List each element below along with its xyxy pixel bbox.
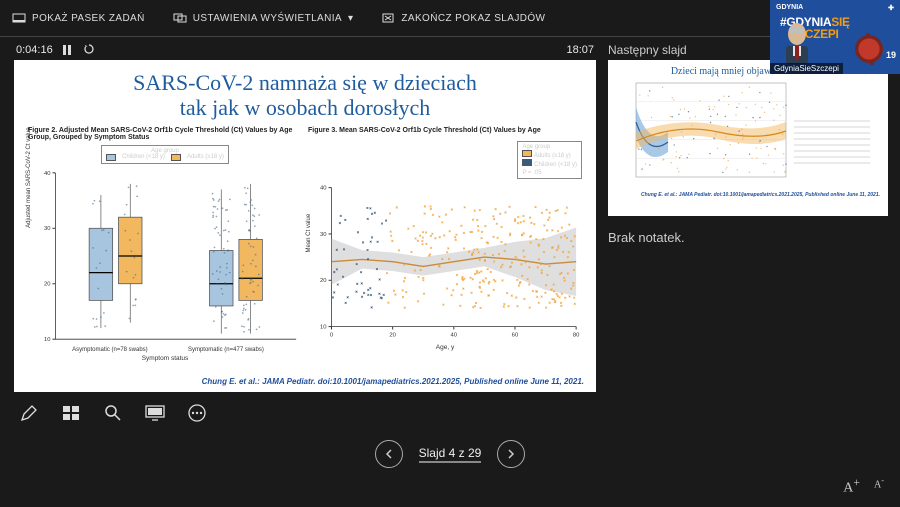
right-column: Następny slajd Dzieci mają mniej objawów… (608, 40, 888, 424)
taskbar-icon (12, 11, 26, 25)
presenter-topbar: POKAŻ PASEK ZADAŃ USTAWIENIA WYŚWIETLANI… (0, 0, 900, 36)
current-slide[interactable]: SARS-CoV-2 namnaża się w dzieciach tak j… (14, 60, 596, 392)
speaker-notes[interactable]: Brak notatek. (608, 230, 888, 245)
legend-adults: Adults (≥18 y) (187, 154, 224, 160)
svg-text:10: 10 (44, 337, 51, 343)
show-taskbar-button[interactable]: POKAŻ PASEK ZADAŃ (12, 11, 145, 25)
swatch2-adults (522, 150, 532, 157)
svg-text:20: 20 (44, 282, 51, 288)
fig1-ylabel: Adjusted mean SARS-CoV-2 Ct value (26, 127, 32, 227)
legend-children: Children (<18 y) (122, 154, 165, 160)
swatch-children (106, 154, 116, 161)
display-settings-label: USTAWIENIA WYŚWIETLANIA (193, 13, 342, 24)
slide-nav: Slajd 4 z 29 (0, 440, 900, 468)
fig1-caption: Figure 2. Adjusted Mean SARS-CoV-2 Orf1b… (28, 127, 302, 142)
elapsed-time: 0:04:16 (16, 44, 53, 56)
next-slide-button[interactable] (497, 440, 525, 468)
pause-button[interactable] (63, 45, 73, 55)
prev-slide-button[interactable] (375, 440, 403, 468)
slide-counter[interactable]: Slajd 4 z 29 (419, 446, 482, 463)
timer-bar: 0:04:16 18:07 (14, 40, 596, 60)
figure-1: Figure 2. Adjusted Mean SARS-CoV-2 Orf1b… (28, 127, 302, 362)
end-icon (381, 11, 395, 25)
webcam-virus-icon (856, 36, 882, 62)
see-all-slides[interactable] (60, 402, 82, 424)
svg-text:30: 30 (320, 232, 327, 238)
next-slide-thumbnail[interactable]: Dzieci mają mniej objawów zakażenia Chun… (608, 60, 888, 216)
main-row: 0:04:16 18:07 SARS-CoV-2 namnaża się w d… (0, 36, 900, 424)
end-slideshow-label: ZAKOŃCZ POKAZ SLAJDÓW (401, 13, 545, 24)
reset-timer-button[interactable] (83, 43, 95, 58)
zoom-tool[interactable] (102, 402, 124, 424)
fig2-ylabel: Mean Ct value (306, 214, 312, 253)
xtick-asymp: Asymptomatic (n=78 swabs) (72, 347, 148, 353)
webcam-person (776, 20, 818, 64)
scatter-svg: 10 20 30 40 0 20 40 60 80 (308, 182, 582, 342)
next-slide-chart (616, 77, 880, 187)
figure-2: Figure 3. Mean SARS-CoV-2 Orf1b Cycle Th… (308, 127, 582, 362)
svg-text:40: 40 (320, 186, 327, 192)
svg-text:40: 40 (451, 333, 458, 339)
xtick-symp: Symptomatic (n=477 swabs) (188, 347, 264, 353)
fig2-pvalue: P = .05 (522, 170, 577, 176)
svg-text:60: 60 (512, 333, 519, 339)
webcam-overlay[interactable]: GDYNIA ✚ #GDYNIASIĘ SZCZEPI 19 GdyniaSie… (770, 0, 900, 74)
svg-text:10: 10 (320, 325, 327, 331)
font-increase[interactable]: A+ (843, 476, 860, 497)
boxplot-svg: 10 20 30 40 (28, 167, 302, 347)
swatch2-children (522, 159, 532, 166)
more-tool[interactable] (186, 402, 208, 424)
display-settings-button[interactable]: USTAWIENIA WYŚWIETLANIA ▾ (173, 11, 354, 25)
swatch-adults (171, 154, 181, 161)
fig2-legend-children: Children (<18 y) (534, 162, 577, 168)
svg-text:20: 20 (320, 279, 327, 285)
webcam-logo: ✚ (888, 4, 894, 12)
font-size-controls: A+ A- (843, 476, 884, 497)
current-slide-column: 0:04:16 18:07 SARS-CoV-2 namnaża się w d… (14, 40, 596, 424)
webcam-banner: GDYNIA ✚ (776, 4, 894, 12)
slide-citation: Chung E. et al.: JAMA Pediatr. doi:10.10… (202, 377, 584, 386)
end-slideshow-button[interactable]: ZAKOŃCZ POKAZ SLAJDÓW (381, 11, 545, 25)
chevron-down-icon: ▾ (348, 13, 353, 24)
webcam-city: GDYNIA (776, 4, 803, 12)
black-screen-tool[interactable] (144, 402, 166, 424)
slide-title-line2: tak jak w osobach dorosłych (28, 95, 582, 120)
fig2-caption: Figure 3. Mean SARS-CoV-2 Orf1b Cycle Th… (308, 127, 582, 135)
webcam-name-tag: GdyniaSieSzczepi (770, 63, 843, 74)
svg-text:80: 80 (573, 333, 580, 339)
webcam-number: 19 (886, 50, 896, 60)
slide-title-line1: SARS-CoV-2 namnaża się w dzieciach (28, 70, 582, 95)
show-taskbar-label: POKAŻ PASEK ZADAŃ (32, 13, 145, 24)
svg-text:0: 0 (330, 333, 334, 339)
fig1-legend: Age group Children (<18 y) Adults (≥18 y… (101, 145, 229, 164)
svg-text:30: 30 (44, 226, 51, 232)
annotation-toolbar (14, 392, 596, 424)
fig2-xlabel: Age, y (308, 344, 582, 351)
fig1-xlabel: Symptom status (28, 355, 302, 362)
font-decrease[interactable]: A- (874, 476, 884, 497)
svg-text:20: 20 (389, 333, 396, 339)
svg-text:40: 40 (44, 171, 51, 177)
next-slide-citation: Chung E. et al.: JAMA Pediatr. doi:10.10… (616, 192, 880, 198)
total-time: 18:07 (566, 44, 594, 56)
display-icon (173, 11, 187, 25)
topbar-divider (0, 36, 900, 37)
fig2-legend: Age group Adults (≥18 y) Children (<18 y… (517, 141, 582, 179)
slide-title: SARS-CoV-2 namnaża się w dzieciach tak j… (28, 70, 582, 121)
pen-tool[interactable] (18, 402, 40, 424)
